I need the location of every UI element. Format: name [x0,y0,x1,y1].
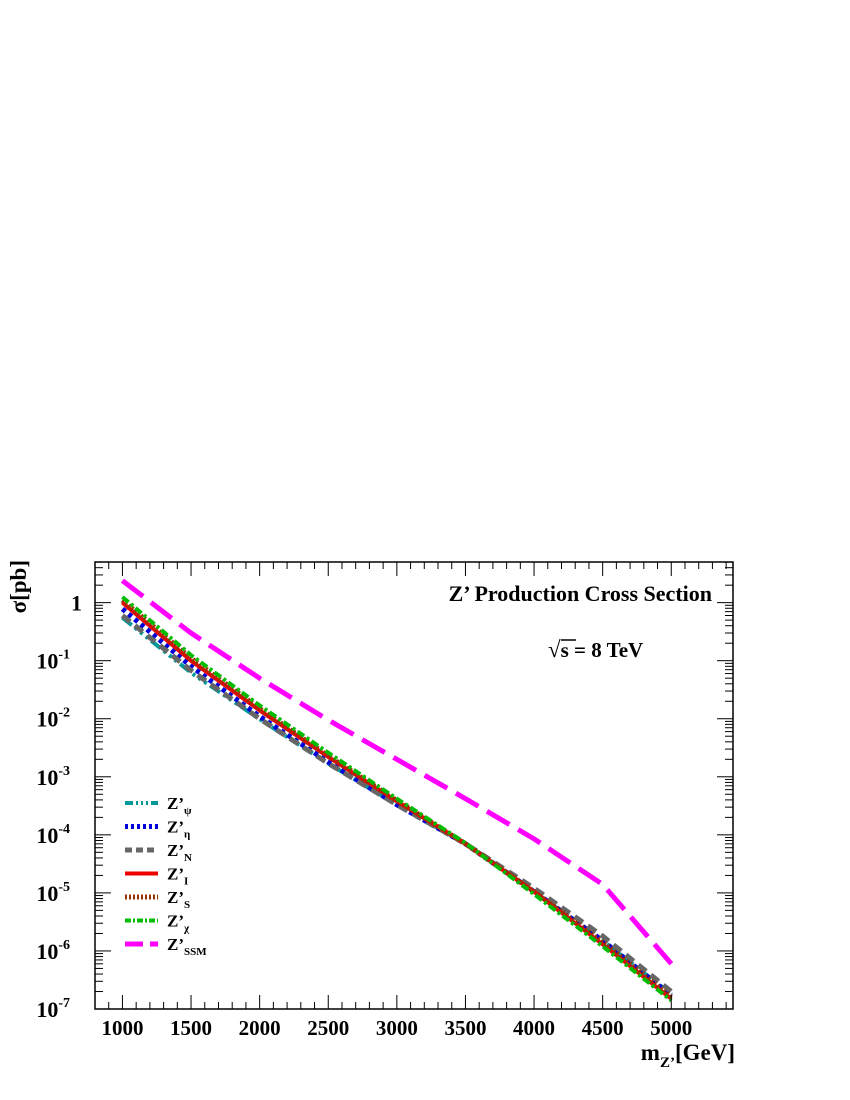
x-tick-label: 4000 [513,1016,555,1040]
energy-annotation: √s = 8 TeV [548,637,643,662]
sqrt-sign: √ [548,637,561,662]
energy-annotation-text: s = 8 TeV [561,638,644,662]
x-tick-label: 1500 [170,1016,212,1040]
tick-labels: 1000 1500 2000 2500 3000 3500 4000 4500 5000 1 10-… [36,591,692,1040]
y-tick-label: 10-2 [36,706,70,732]
y-tick-label: 10-5 [36,880,70,906]
chart-text: Z’ Production Cross Section √s = 8 TeV m… [6,560,735,1071]
legend-label-SSM: Z’SSM [167,935,207,958]
legend-label-chi: Z’χ [167,912,190,935]
chart-title: Z’ Production Cross Section [449,581,712,606]
axis-ticks [95,561,733,1010]
legend-label-N: Z’N [167,841,192,864]
x-tick-label: 2000 [239,1016,281,1040]
y-tick-label: 10-6 [36,938,70,964]
series-layer [120,578,674,1003]
y-tick-label: 10-4 [36,822,70,848]
x-axis-label: mZ’[GeV] [641,1040,735,1071]
y-tick-label: 10-1 [36,648,70,674]
legend-label-eta: Z’η [167,818,190,841]
x-tick-label: 3000 [376,1016,418,1040]
x-axis-label-sub: Z’ [660,1055,675,1071]
x-axis-label-unit: [GeV] [675,1040,735,1065]
x-tick-label: 4500 [582,1016,624,1040]
y-tick-label: 10-7 [36,996,70,1022]
series-line-eta [120,606,673,998]
y-axis-label: σ[pb] [6,560,31,613]
legend-label-S: Z’S [167,888,190,911]
plot-frame [94,561,734,1010]
legend: Z’ψZ’ηZ’NZ’IZ’SZ’χZ’SSM [125,794,207,958]
x-tick-label: 3500 [444,1016,486,1040]
x-axis-label-main: m [641,1040,660,1065]
series-line-SSM [120,578,674,966]
legend-label-psi: Z’ψ [167,794,192,817]
plot-area [94,561,734,1010]
y-tick-label: 1 [71,591,82,616]
legend-label-I: Z’I [167,865,188,888]
series-line-chi [121,595,673,1003]
series-line-N [120,613,673,994]
x-tick-label: 5000 [650,1016,692,1040]
x-tick-label: 2500 [307,1016,349,1040]
y-tick-label: 10-3 [36,764,70,790]
x-tick-label: 1000 [101,1016,143,1040]
